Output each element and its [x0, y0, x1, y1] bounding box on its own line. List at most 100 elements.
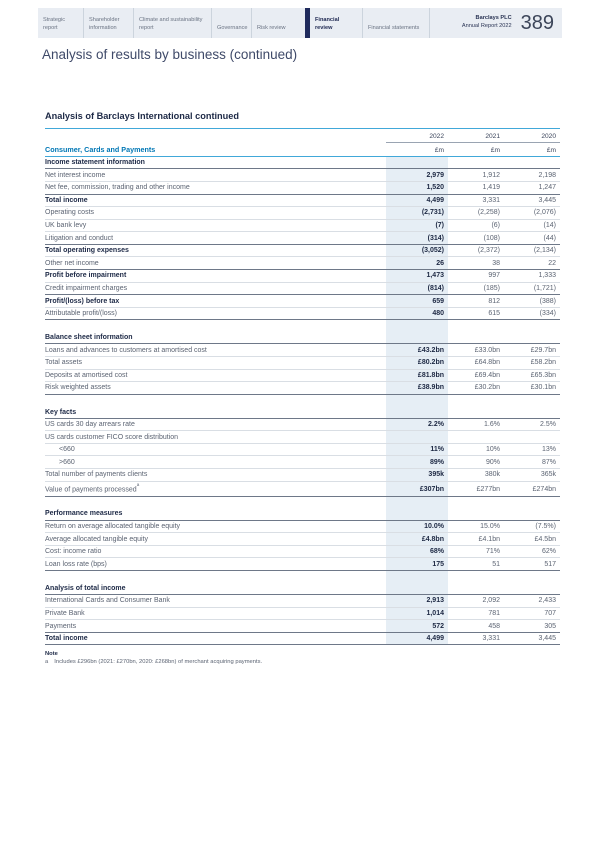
value-2022: 2,979 — [386, 168, 448, 182]
table-row: Risk weighted assets £38.9bn £30.2bn £30.1b… — [45, 381, 560, 395]
table-row: Average allocated tangible equity £4.8bn £… — [45, 532, 560, 546]
value-2021: (6) — [448, 218, 504, 232]
page-title: Analysis of results by business (continu… — [42, 47, 298, 62]
value-2021: £33.0bn — [448, 343, 504, 357]
row-label: Attributable profit/(loss) — [45, 306, 386, 321]
value-2021: £69.4bn — [448, 368, 504, 382]
value-2020: 1,333 — [504, 268, 560, 283]
table-row: Attributable profit/(loss) 480 615 (334) — [45, 306, 560, 321]
value-2022: 10.0% — [386, 519, 448, 533]
spacer-cell — [45, 496, 386, 508]
brand-text: Barclays PLC Annual Report 2022 — [462, 15, 512, 30]
value-2021 — [448, 430, 504, 444]
value-2021: 1.6% — [448, 417, 504, 431]
value-2020: (1,721) — [504, 281, 560, 295]
tab-label: Risk review — [257, 24, 286, 31]
value-2022: (314) — [386, 231, 448, 245]
spacer-cell-2022 — [386, 570, 448, 583]
note-text: Includes £296bn (2021: £270bn, 2020: £26… — [54, 658, 263, 665]
table-title: Analysis of Barclays International conti… — [45, 111, 240, 121]
tab-governance[interactable]: Governance — [211, 8, 251, 38]
value-2020: 517 — [504, 557, 560, 571]
section-heading: Balance sheet information — [45, 331, 386, 345]
value-2020: 707 — [504, 606, 560, 620]
table-row: Payments 572 458 305 — [45, 619, 560, 633]
value-2021: 15.0% — [448, 519, 504, 533]
value-2022: £80.2bn — [386, 355, 448, 370]
row-label: Cost: income ratio — [45, 544, 386, 558]
row-label: Net interest income — [45, 168, 386, 182]
section-heading-cell-2022 — [386, 331, 448, 345]
value-2021: 997 — [448, 268, 504, 283]
spacer-cell-2021 — [448, 570, 504, 582]
section-heading-cell-2021 — [448, 406, 504, 419]
spacer-cell-2021 — [448, 394, 504, 406]
unit-label: £m — [448, 142, 504, 157]
value-2020: 2,433 — [504, 594, 560, 608]
spacer-cell-2020 — [504, 496, 560, 508]
value-2022 — [386, 430, 448, 444]
table-row: <660 11% 10% 13% — [45, 442, 560, 456]
years-header-spacer — [45, 128, 386, 143]
value-2022: (3,052) — [386, 243, 448, 257]
table-row: Cost: income ratio 68% 71% 62% — [45, 544, 560, 558]
row-label: Other net income — [45, 256, 386, 270]
tab-label: Financial review — [315, 17, 340, 31]
value-2021: (185) — [448, 281, 504, 295]
table-row: Total number of payments clients 395k 380k… — [45, 468, 560, 482]
year-column-2021: 2021 — [448, 128, 504, 143]
tab-risk-review[interactable]: Risk review — [251, 8, 305, 38]
spacer-row — [45, 394, 560, 407]
value-2020: (334) — [504, 306, 560, 321]
section-heading-row: Balance sheet information — [45, 331, 560, 345]
value-2021: 3,331 — [448, 631, 504, 646]
note-line: a Includes £296bn (2021: £270bn, 2020: £… — [45, 659, 560, 665]
section-heading-row: Performance measures — [45, 508, 560, 521]
tab-financial-statements[interactable]: Financial statements — [362, 8, 430, 38]
value-2022: 26 — [386, 256, 448, 270]
value-2020: (44) — [504, 231, 560, 245]
header-bar: Strategic report Shareholder information C… — [38, 8, 562, 38]
table-section: Analysis of Barclays International conti… — [45, 111, 560, 665]
table-row: Return on average allocated tangible equ… — [45, 519, 560, 533]
spacer-row — [45, 319, 560, 332]
row-label: Total income — [45, 193, 386, 207]
row-label: Profit/(loss) before tax — [45, 294, 386, 308]
row-label: Average allocated tangible equity — [45, 532, 386, 546]
spacer-cell — [45, 320, 386, 332]
value-2022: (7) — [386, 218, 448, 232]
table-row: Total assets £80.2bn £64.8bn £58.2bn — [45, 355, 560, 370]
value-2020: (7.5%) — [504, 519, 560, 533]
row-label: Litigation and conduct — [45, 231, 386, 245]
value-2020: 13% — [504, 442, 560, 456]
row-label: Return on average allocated tangible equ… — [45, 519, 386, 533]
value-2022: 480 — [386, 306, 448, 321]
value-2021: 38 — [448, 256, 504, 270]
tab-financial-review[interactable]: Financial review — [305, 8, 362, 38]
section-heading-cell-2021 — [448, 156, 504, 170]
value-2020: £58.2bn — [504, 355, 560, 370]
row-label: US cards 30 day arrears rate — [45, 417, 386, 431]
table-row: Profit before impairment 1,473 997 1,333 — [45, 268, 560, 283]
note-block: Note a Includes £296bn (2021: £270bn, 20… — [45, 651, 560, 665]
brand-name: Barclays PLC — [475, 15, 512, 22]
value-2022: 572 — [386, 619, 448, 633]
table-row: Net interest income 2,979 1,912 2,198 — [45, 168, 560, 182]
tab-shareholder-information[interactable]: Shareholder information — [83, 8, 133, 38]
spacer-cell — [45, 394, 386, 406]
value-2022: 11% — [386, 442, 448, 456]
value-2020: 22 — [504, 256, 560, 270]
brand-report-title: Annual Report 2022 — [461, 23, 512, 29]
section-heading-cell-2022 — [386, 156, 448, 170]
group-label: Consumer, Cards and Payments — [45, 142, 386, 157]
section-heading-cell-2022 — [386, 406, 448, 419]
row-label: Risk weighted assets — [45, 381, 386, 395]
spacer-cell-2022 — [386, 319, 448, 332]
tab-climate-and-sustainability-report[interactable]: Climate and sustainability report — [133, 8, 211, 38]
row-label: Deposits at amortised cost — [45, 368, 386, 382]
value-2022: 395k — [386, 468, 448, 482]
value-2022: 4,499 — [386, 193, 448, 207]
value-2021: 2,092 — [448, 594, 504, 608]
section-heading-row: Income statement information — [45, 156, 560, 170]
tab-strategic-report[interactable]: Strategic report — [38, 8, 83, 38]
